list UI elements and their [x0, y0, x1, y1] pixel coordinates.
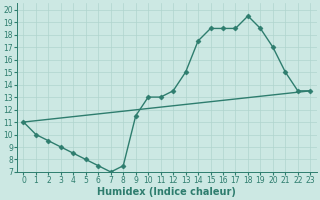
X-axis label: Humidex (Indice chaleur): Humidex (Indice chaleur)	[98, 187, 236, 197]
